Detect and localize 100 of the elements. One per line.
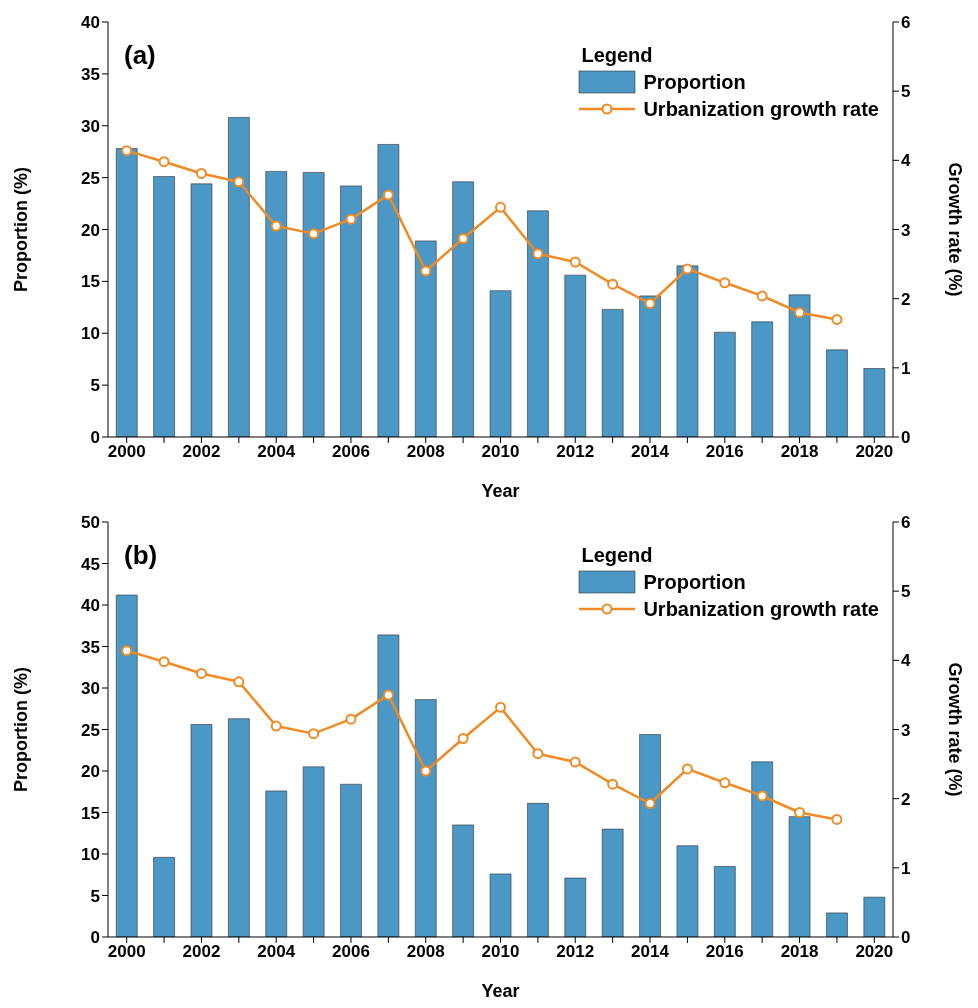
y-tick-label: 35 xyxy=(81,64,100,84)
bar xyxy=(788,294,811,437)
x-tick-label: 2018 xyxy=(780,442,819,462)
point xyxy=(345,713,357,725)
point xyxy=(644,298,656,310)
point xyxy=(121,145,133,157)
bar xyxy=(788,816,811,937)
bar xyxy=(676,265,699,437)
bar xyxy=(714,331,736,437)
x-tick-label: 2004 xyxy=(257,442,296,462)
y2-tick-label: 2 xyxy=(901,789,911,809)
point xyxy=(532,748,544,760)
point xyxy=(121,645,133,657)
bar xyxy=(377,144,400,437)
y2-tick-label: 4 xyxy=(901,651,911,671)
x-tick-label: 2000 xyxy=(107,442,146,462)
y2-tick-label: 6 xyxy=(901,13,911,33)
x-tick-label: 2014 xyxy=(631,942,670,962)
y-tick-label: 35 xyxy=(81,637,100,657)
bar xyxy=(414,240,437,437)
bar xyxy=(265,171,288,437)
point xyxy=(681,763,693,775)
bar xyxy=(377,634,400,937)
bar xyxy=(751,761,773,937)
point xyxy=(420,765,432,777)
bar xyxy=(302,766,325,937)
bar xyxy=(115,594,138,937)
point xyxy=(607,278,619,290)
bar xyxy=(527,210,549,437)
y2-tick-label: 6 xyxy=(901,513,911,533)
y-tick-label: 5 xyxy=(90,886,100,906)
y-axis-title: Proportion (%) xyxy=(11,667,32,792)
x-tick-label: 2012 xyxy=(556,442,595,462)
x-tick-label: 2020 xyxy=(855,942,894,962)
bar xyxy=(826,912,848,937)
point xyxy=(308,728,320,740)
x-tick-label: 2004 xyxy=(257,942,296,962)
y2-tick-label: 1 xyxy=(901,858,911,878)
y-tick-label: 20 xyxy=(81,762,100,782)
bar xyxy=(826,349,848,437)
y-tick-label: 0 xyxy=(90,428,100,448)
point xyxy=(831,813,843,825)
point xyxy=(420,265,432,277)
point xyxy=(719,777,731,789)
point xyxy=(794,307,806,318)
y-tick-label: 10 xyxy=(81,845,100,865)
point xyxy=(158,156,170,168)
bar xyxy=(863,896,886,937)
y-tick-label: 50 xyxy=(81,513,100,533)
y2-tick-label: 3 xyxy=(901,720,911,740)
y-tick-label: 25 xyxy=(81,168,100,188)
x-tick-label: 2008 xyxy=(406,942,445,962)
bar xyxy=(601,309,624,437)
y2-tick-label: 5 xyxy=(901,582,911,602)
point xyxy=(158,656,170,668)
x-tick-label: 2010 xyxy=(481,442,520,462)
y2-tick-label: 1 xyxy=(901,358,911,378)
bar xyxy=(751,321,773,437)
bar xyxy=(564,274,587,437)
y2-tick-label: 3 xyxy=(901,220,911,240)
x-tick-label: 2008 xyxy=(406,442,445,462)
point xyxy=(719,277,731,289)
point xyxy=(569,756,581,768)
x-tick-label: 2012 xyxy=(556,942,595,962)
bar xyxy=(489,290,512,437)
point xyxy=(382,189,394,201)
x-tick-label: 2014 xyxy=(631,442,670,462)
point xyxy=(308,228,320,240)
point xyxy=(644,798,656,810)
x-tick-label: 2002 xyxy=(182,942,221,962)
bar xyxy=(452,824,474,937)
annotation: (b) xyxy=(124,540,158,571)
point xyxy=(345,213,357,225)
bar xyxy=(564,877,587,937)
y-tick-label: 15 xyxy=(81,803,100,823)
x-tick-label: 2018 xyxy=(780,942,819,962)
bar xyxy=(527,803,549,937)
point xyxy=(270,720,282,732)
y2-tick-label: 5 xyxy=(901,82,911,102)
bar xyxy=(863,368,886,437)
point xyxy=(756,790,768,802)
point xyxy=(233,176,245,188)
legend-label: Proportion xyxy=(643,570,746,594)
bar xyxy=(340,185,362,437)
legend-title: Legend xyxy=(581,544,654,567)
x-tick-label: 2006 xyxy=(332,442,370,462)
legend-title: Legend xyxy=(581,44,654,67)
y-tick-label: 40 xyxy=(81,13,100,33)
x-tick-label: 2000 xyxy=(107,942,146,962)
x-tick-label: 2010 xyxy=(481,942,520,962)
x-tick-label: 2020 xyxy=(855,442,894,462)
bar xyxy=(601,828,624,937)
bar xyxy=(228,117,250,437)
y-tick-label: 45 xyxy=(81,554,100,574)
point xyxy=(457,232,469,244)
point xyxy=(569,256,581,268)
annotation: (a) xyxy=(124,40,156,71)
point xyxy=(233,676,245,688)
y-tick-label: 30 xyxy=(81,679,100,699)
bar xyxy=(228,718,250,937)
